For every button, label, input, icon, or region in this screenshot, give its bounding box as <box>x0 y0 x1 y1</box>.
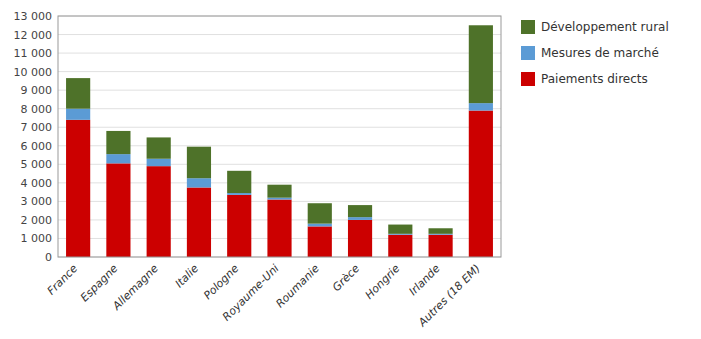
bar-segment <box>147 137 171 158</box>
bar-segment <box>147 159 171 166</box>
bars <box>66 25 493 257</box>
bar-segment <box>187 147 211 179</box>
x-tick-label: Pologne <box>201 262 241 302</box>
y-tick-label: 12 000 <box>14 29 53 42</box>
legend-label: Paiements directs <box>541 72 648 86</box>
bar-segment <box>66 78 90 109</box>
x-tick-label: Royaume-Uni <box>220 262 282 324</box>
y-tick-label: 6 000 <box>21 140 53 153</box>
legend-swatch <box>521 72 535 86</box>
legend: Développement rural Mesures de marché Paie… <box>521 20 669 86</box>
chart-svg: 0 1 000 2 000 3 000 4 000 5 000 6 000 7 000 8 00… <box>0 0 701 339</box>
y-tick-label: 10 000 <box>14 66 53 79</box>
bar-segment <box>267 198 291 200</box>
bar-segment <box>308 224 332 227</box>
x-tick-label: France <box>45 262 81 298</box>
bar-segment <box>227 171 251 193</box>
legend-label: Développement rural <box>541 20 669 34</box>
bar-segment <box>469 111 493 257</box>
bar-segment <box>429 228 453 234</box>
x-tick-label: Grèce <box>330 262 362 294</box>
y-axis: 0 1 000 2 000 3 000 4 000 5 000 6 000 7 000 8 00… <box>14 10 53 264</box>
bar-segment <box>469 25 493 103</box>
bar-segment <box>308 226 332 257</box>
y-grid <box>58 16 501 257</box>
y-tick-label: 5 000 <box>21 158 53 171</box>
grid-line <box>58 34 501 35</box>
bar-segment <box>469 103 493 110</box>
x-tick-label: Italie <box>173 262 202 291</box>
bar-segment <box>227 195 251 257</box>
grid-line <box>58 90 501 91</box>
y-tick-label: 2 000 <box>21 214 53 227</box>
bar-segment <box>308 203 332 223</box>
legend-label: Mesures de marché <box>541 46 659 60</box>
y-tick-label: 1 000 <box>21 232 53 245</box>
bar-segment <box>187 178 211 187</box>
bar-segment <box>388 235 412 257</box>
bar-segment <box>348 217 372 220</box>
bar-segment <box>66 120 90 257</box>
bar-segment <box>106 163 130 257</box>
legend-swatch <box>521 46 535 60</box>
y-tick-label: 8 000 <box>21 103 53 116</box>
grid-line <box>58 53 501 54</box>
grid-line <box>58 108 501 109</box>
bar-segment <box>348 205 372 217</box>
bar-segment <box>66 109 90 120</box>
grid-line <box>58 127 501 128</box>
x-axis: FranceEspagneAllemagneItaliePologneRoyau… <box>45 262 483 330</box>
bar-segment <box>187 187 211 257</box>
y-tick-label: 11 000 <box>14 47 53 60</box>
x-tick-label: Autres (18 EM) <box>415 262 483 330</box>
y-tick-label: 4 000 <box>21 177 53 190</box>
x-tick-label: Hongrie <box>363 262 403 302</box>
y-tick-label: 0 <box>45 251 52 264</box>
y-tick-label: 13 000 <box>14 10 53 23</box>
bar-segment <box>267 200 291 257</box>
bar-segment <box>429 235 453 257</box>
bar-segment <box>147 166 171 257</box>
bar-segment <box>106 131 130 154</box>
legend-swatch <box>521 20 535 34</box>
grid-line <box>58 71 501 72</box>
bar-segment <box>106 154 130 163</box>
chart-container: 0 1 000 2 000 3 000 4 000 5 000 6 000 7 000 8 00… <box>0 0 701 339</box>
y-tick-label: 9 000 <box>21 84 53 97</box>
bar-segment <box>388 225 412 234</box>
x-tick-label: Allemagne <box>109 262 160 313</box>
bar-segment <box>227 193 251 195</box>
x-tick-label: Irlande <box>406 262 442 298</box>
y-tick-label: 7 000 <box>21 121 53 134</box>
x-tick-label: Roumanie <box>273 262 322 311</box>
plot-frame <box>58 16 501 257</box>
bar-segment <box>267 185 291 198</box>
y-tick-label: 3 000 <box>21 195 53 208</box>
bar-segment <box>348 220 372 257</box>
